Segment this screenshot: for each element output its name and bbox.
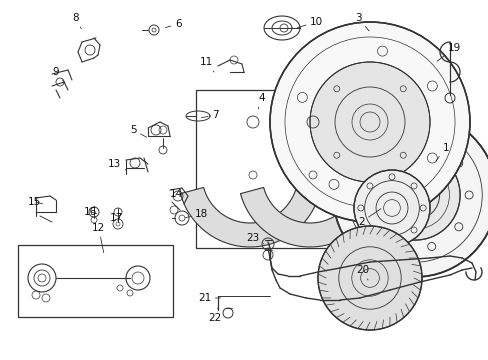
Text: 5: 5 [130, 125, 146, 137]
Text: 19: 19 [436, 43, 460, 61]
Text: 2: 2 [357, 209, 380, 227]
Circle shape [317, 226, 421, 330]
Circle shape [353, 170, 429, 246]
Text: 3: 3 [354, 13, 368, 31]
Text: 14: 14 [170, 189, 183, 199]
Text: 7: 7 [201, 110, 218, 120]
Polygon shape [240, 188, 379, 247]
Text: 8: 8 [72, 13, 81, 29]
Circle shape [269, 22, 469, 222]
Polygon shape [180, 188, 319, 247]
Text: 21: 21 [198, 293, 220, 303]
Text: 23: 23 [245, 233, 264, 244]
Text: 10: 10 [297, 17, 323, 28]
Text: 17: 17 [110, 213, 123, 223]
Text: 4: 4 [258, 93, 264, 109]
Bar [196, 90, 353, 248]
Text: 13: 13 [108, 159, 126, 170]
Text: 15: 15 [28, 197, 42, 207]
Text: 1: 1 [435, 143, 448, 161]
Text: 16: 16 [84, 207, 97, 217]
Text: 9: 9 [52, 67, 65, 83]
Text: 12: 12 [92, 223, 105, 253]
Text: 22: 22 [207, 308, 221, 323]
Circle shape [332, 113, 488, 277]
Text: 11: 11 [200, 57, 214, 72]
Bar [18, 245, 173, 317]
Text: 18: 18 [185, 209, 208, 219]
Text: 20: 20 [355, 265, 368, 280]
Text: 6: 6 [165, 19, 181, 29]
Circle shape [369, 150, 459, 240]
Circle shape [309, 62, 429, 182]
